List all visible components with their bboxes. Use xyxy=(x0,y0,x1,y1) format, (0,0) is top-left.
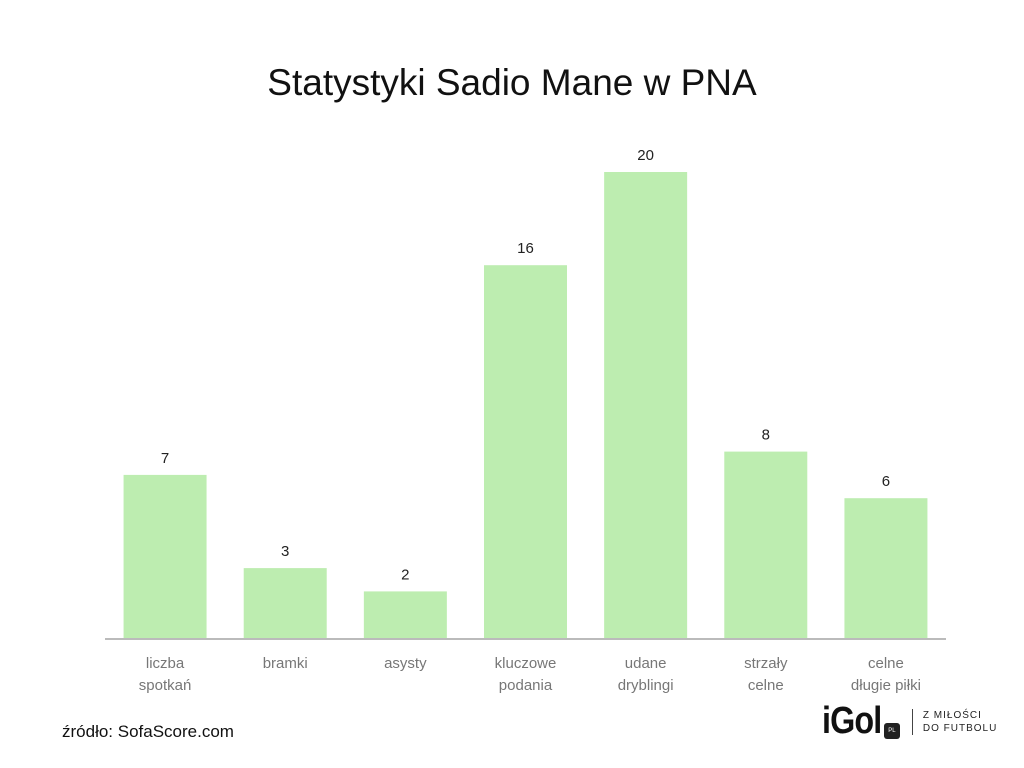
bar xyxy=(123,474,207,638)
data-label: 20 xyxy=(637,147,654,164)
logo-badge: PL xyxy=(883,722,900,739)
x-tick-label: celne xyxy=(748,677,784,694)
tagline-line: Z MIŁOŚCI xyxy=(922,709,982,721)
x-tick-label: bramki xyxy=(263,655,308,672)
logo-word: iGol xyxy=(822,700,882,742)
x-tick-label: długie piłki xyxy=(851,677,921,694)
x-tick-label: spotkań xyxy=(139,677,192,694)
x-tick-label: strzały xyxy=(744,655,788,672)
x-tick-label: celne xyxy=(868,655,904,672)
chart-title: Statystyki Sadio Mane w PNA xyxy=(267,62,757,103)
data-label: 7 xyxy=(161,450,169,467)
igol-logo: iGol PL Z MIŁOŚCI DO FUTBOLU xyxy=(822,700,997,743)
bar xyxy=(844,498,928,638)
x-tick-label: podania xyxy=(499,677,553,694)
bar xyxy=(484,265,567,638)
bar xyxy=(363,591,447,638)
data-label: 3 xyxy=(281,543,289,560)
logo-tagline: Z MIŁOŚCI DO FUTBOLU xyxy=(923,709,997,735)
bar xyxy=(243,568,327,638)
data-label: 8 xyxy=(762,427,770,444)
bar xyxy=(724,451,808,638)
data-label: 2 xyxy=(401,566,409,583)
x-tick-label: liczba xyxy=(146,655,185,672)
data-label: 16 xyxy=(517,240,534,257)
logo-divider xyxy=(911,708,913,735)
bar xyxy=(604,172,688,638)
data-label: 6 xyxy=(882,473,890,490)
source-note: źródło: SofaScore.com xyxy=(62,722,234,741)
x-tick-label: dryblingi xyxy=(618,677,674,694)
x-tick-label: kluczowe xyxy=(495,655,557,672)
x-tick-label: udane xyxy=(625,655,667,672)
tagline-line: DO FUTBOLU xyxy=(922,722,998,734)
x-tick-label: asysty xyxy=(384,655,427,672)
